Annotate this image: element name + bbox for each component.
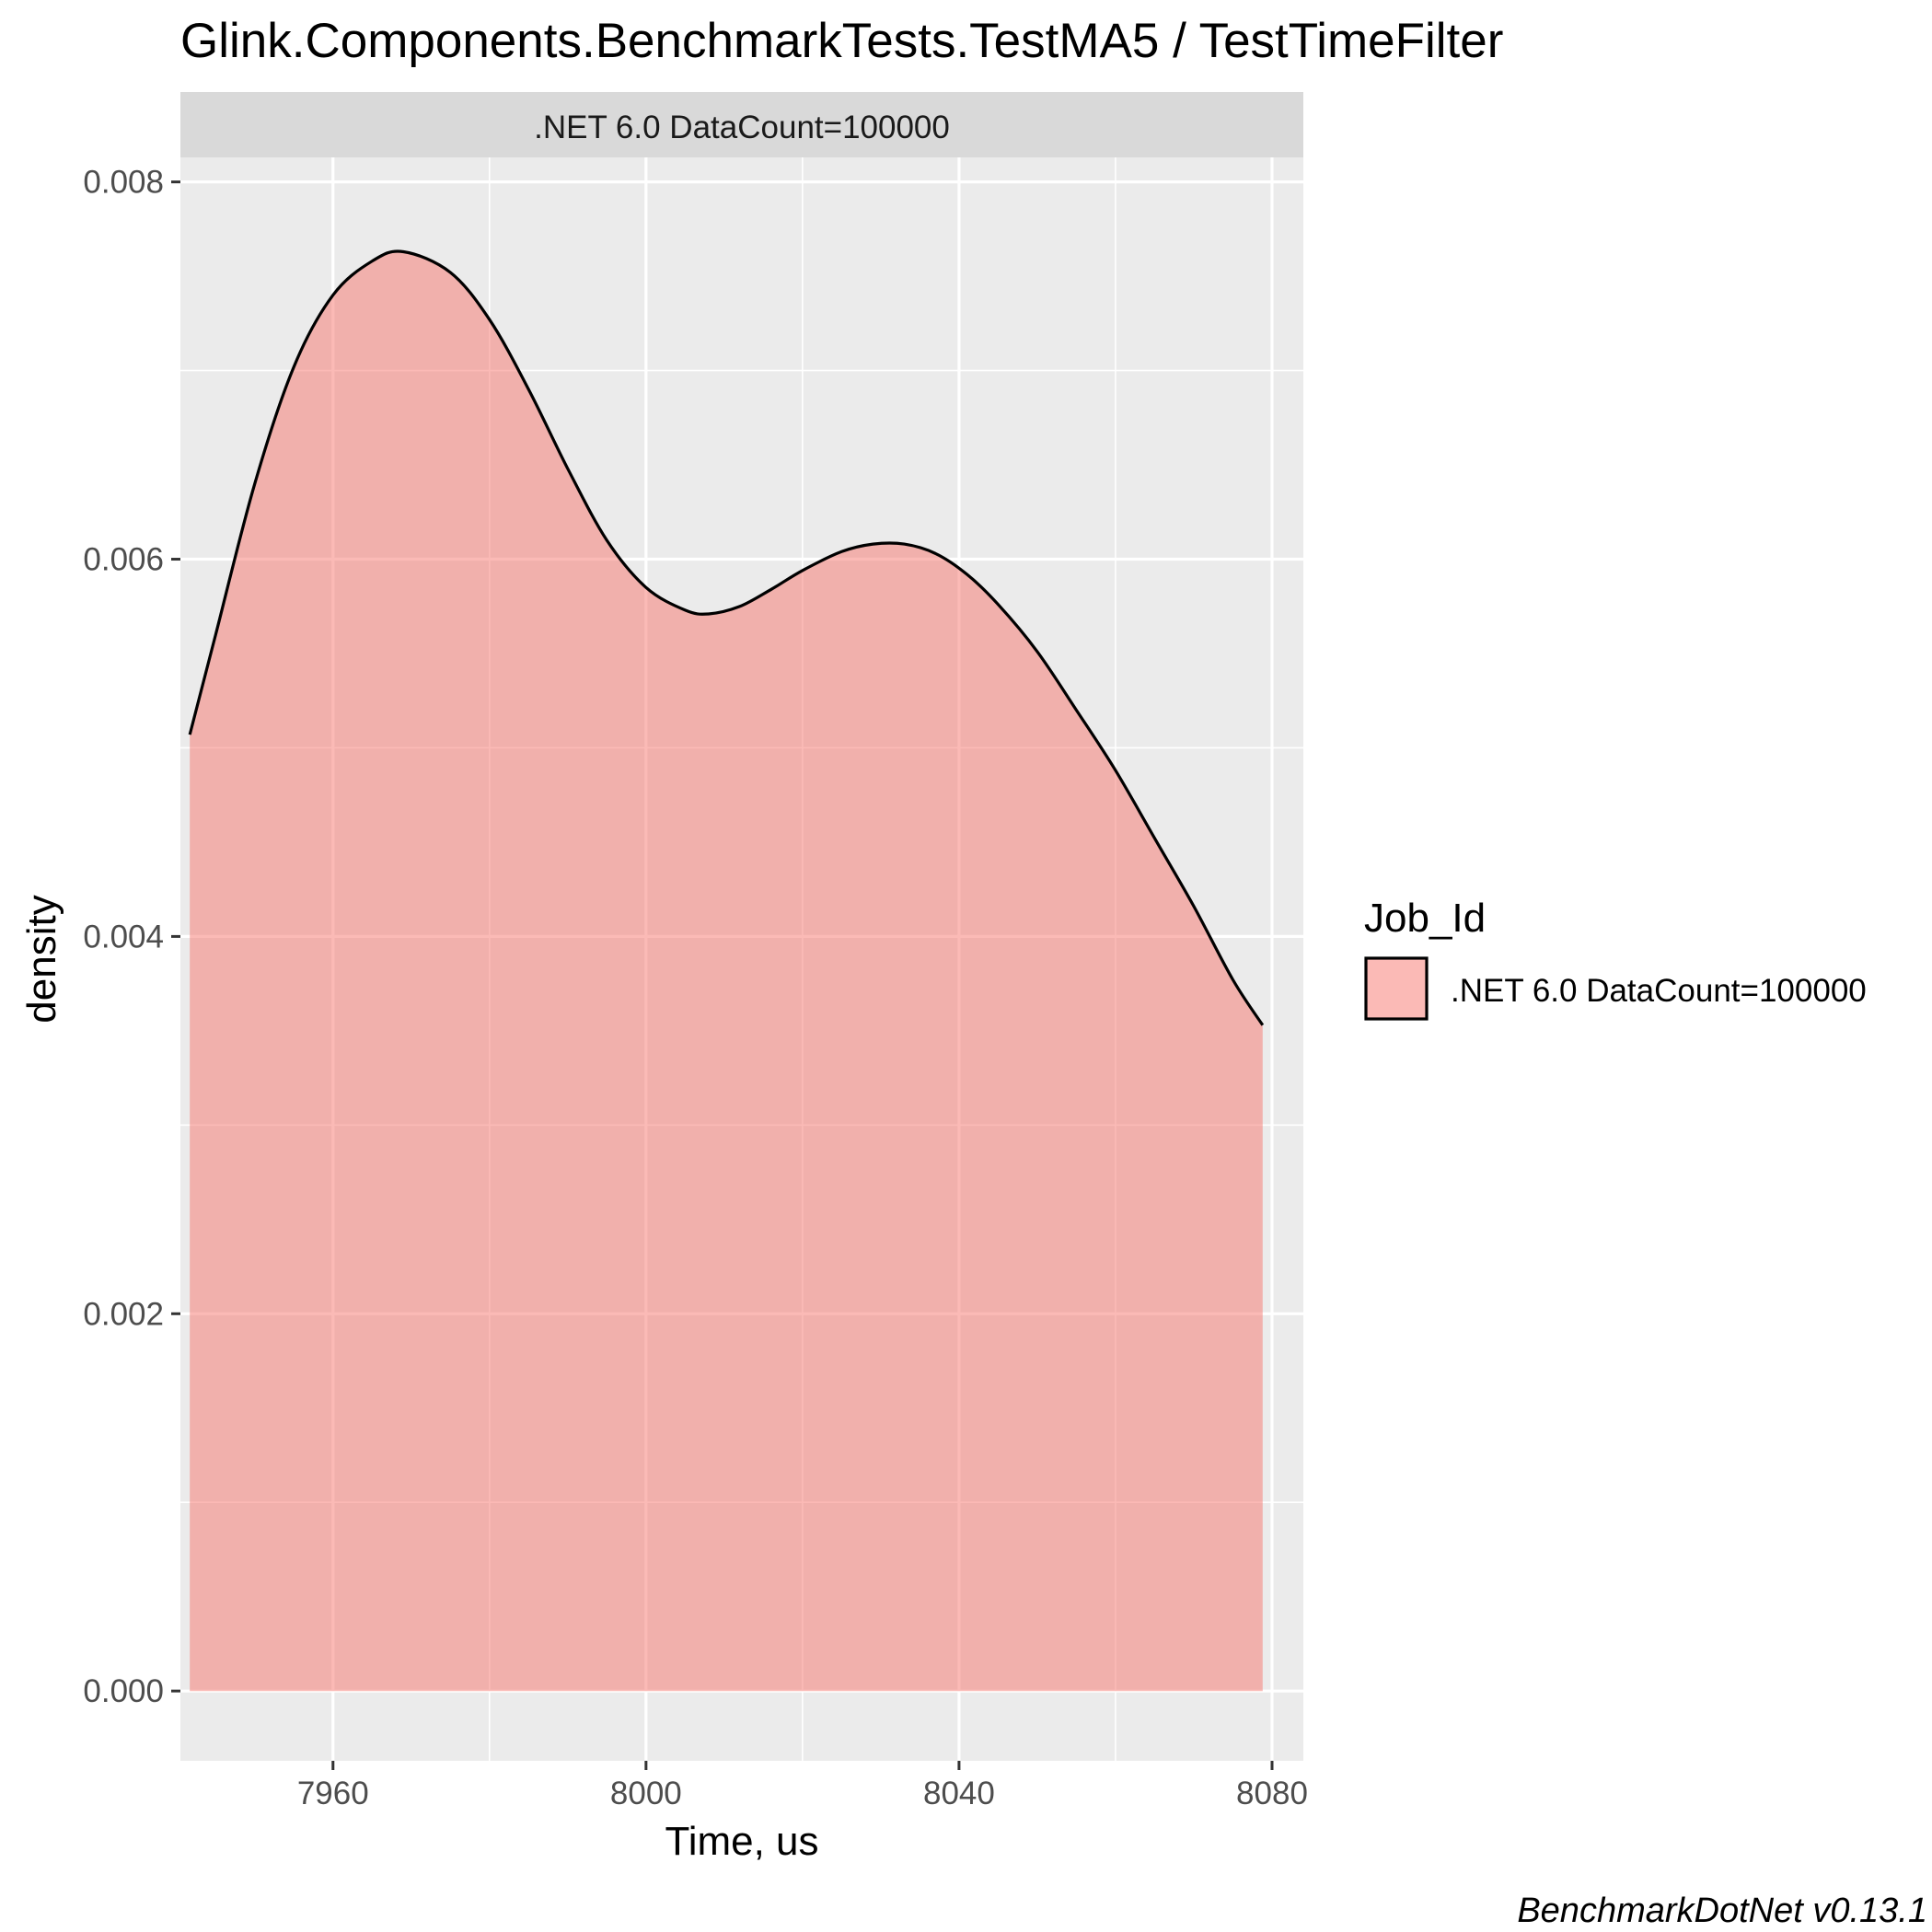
legend-title: Job_Id — [1364, 896, 1486, 941]
y-axis-title: density — [19, 895, 64, 1023]
y-axis: 0.000 0.002 0.004 0.006 0.008 — [83, 165, 180, 1709]
density-area — [190, 250, 1263, 1692]
y-tick-label: 0.002 — [83, 1296, 164, 1332]
legend-label: .NET 6.0 DataCount=100000 — [1451, 973, 1867, 1009]
x-tick-label: 8080 — [1236, 1776, 1308, 1811]
x-tick-label: 8040 — [923, 1776, 995, 1811]
y-tick-label: 0.004 — [83, 919, 164, 954]
x-tick-label: 7960 — [297, 1776, 369, 1811]
density-curve — [188, 249, 1265, 1026]
chart-title: Glink.Components.BenchmarkTests.TestMA5 … — [180, 14, 1503, 68]
legend: Job_Id .NET 6.0 DataCount=100000 — [1364, 896, 1867, 1021]
x-axis: 7960 8000 8040 8080 — [297, 1761, 1308, 1811]
y-tick-label: 0.006 — [83, 542, 164, 578]
legend-key — [1364, 956, 1429, 1021]
y-tick-label: 0.000 — [83, 1673, 164, 1709]
facet-label: .NET 6.0 DataCount=100000 — [534, 110, 950, 145]
y-tick-label: 0.008 — [83, 165, 164, 201]
facet-strip — [180, 92, 1303, 157]
x-axis-title: Time, us — [665, 1819, 818, 1864]
x-tick-label: 8000 — [610, 1776, 682, 1811]
caption: BenchmarkDotNet v0.13.1 — [1517, 1892, 1927, 1930]
